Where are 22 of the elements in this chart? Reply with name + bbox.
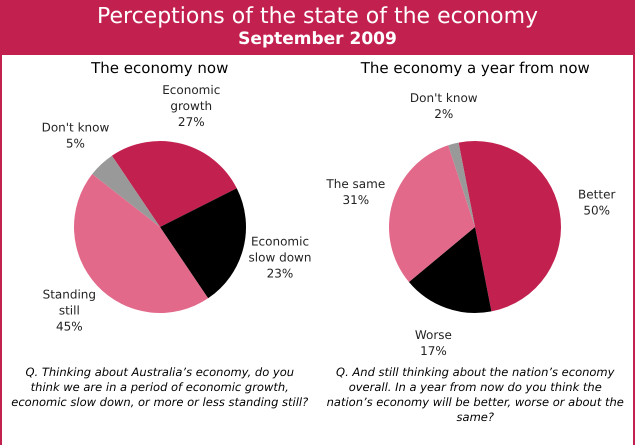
text: Q. Thinking about Australia’s economy, do you think we are in a period of economic growth, economic slow down, or more or less standing still? (10, 365, 310, 410)
slice-label: Don't know (410, 91, 478, 106)
data-label: 23% (266, 266, 294, 280)
slice-label: Standing still (42, 288, 96, 318)
data-label: 27% (178, 115, 204, 130)
chart-title: The economy a year from now (360, 59, 590, 77)
slice-label: The same (326, 176, 386, 191)
data-label: 31% (342, 192, 370, 207)
data-label: 50% (584, 203, 610, 218)
data-label: 45% (56, 320, 82, 334)
text: Perceptions of the state of the economy (96, 4, 540, 29)
slice-label: Worse (415, 328, 452, 342)
slice-label: Better (578, 187, 616, 202)
data-label: 5% (66, 136, 85, 150)
data-label: 17% (420, 344, 447, 358)
slice-label: Economic growth (162, 83, 220, 114)
text: Q. And still thinking about the nation’s economy overall. In a year from now do you think the nation’s economy will be better, worse or about the same? (326, 365, 625, 425)
data-label: 2% (434, 107, 454, 122)
text: September 2009 (237, 29, 398, 49)
slice-label: Don't know (41, 120, 110, 134)
slice-label: Economic slow down (248, 234, 312, 264)
chart-title: The economy now (91, 59, 228, 77)
